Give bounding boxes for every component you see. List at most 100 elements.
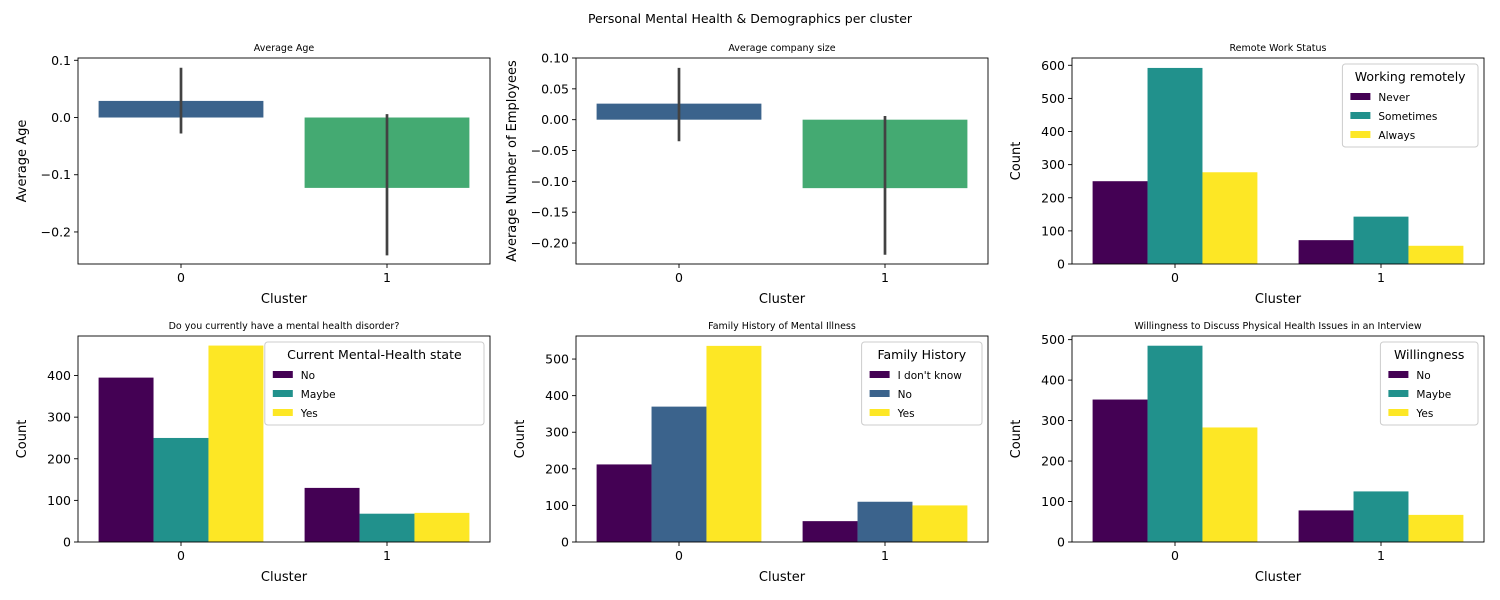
- y-tick-label: 400: [1041, 373, 1065, 388]
- y-axis-label: Count: [1009, 420, 1024, 459]
- y-tick-label: 200: [1041, 454, 1065, 469]
- bar: [1353, 491, 1409, 542]
- x-tick-label: 0: [1171, 270, 1179, 285]
- y-tick-label: 0: [1057, 535, 1065, 550]
- x-axis-label: Cluster: [261, 292, 308, 307]
- bar: [706, 345, 762, 542]
- bar: [857, 501, 913, 542]
- bar: [1147, 67, 1203, 264]
- chart-panel-1: Average company size 0.10 0.05 0.00 −0.05 −0.…: [505, 43, 989, 307]
- bar: [208, 345, 264, 542]
- axes-frame: [1071, 57, 1485, 265]
- legend-entry: Always: [1378, 130, 1415, 142]
- y-axis-label: Average Number of Employees: [505, 60, 520, 262]
- legend-swatch: [1388, 409, 1409, 416]
- bar: [359, 513, 415, 542]
- y-tick-label: 500: [1041, 91, 1065, 106]
- y-axis-label: Count: [1009, 142, 1024, 181]
- panel-title: Average company size: [728, 43, 835, 54]
- legend-entry: I don't know: [898, 370, 963, 382]
- legend: Working remotely Never Sometimes Always: [1341, 63, 1479, 148]
- bar: [1298, 510, 1354, 542]
- axes-frame: [77, 57, 491, 265]
- chart-panel-5: Willingness to Discuss Physical Health I…: [1009, 321, 1485, 585]
- y-tick-label: −0.2: [41, 224, 71, 239]
- y-tick-label: 400: [1041, 124, 1065, 139]
- y-tick-label: 300: [1041, 413, 1065, 428]
- bar: [1147, 345, 1203, 542]
- y-tick-label: 300: [47, 410, 71, 425]
- y-tick-label: −0.20: [531, 236, 569, 251]
- x-tick-label: 1: [1377, 270, 1385, 285]
- x-tick-label: 0: [177, 548, 185, 563]
- y-tick-label: −0.10: [531, 174, 569, 189]
- y-tick-label: 300: [545, 425, 569, 440]
- legend-frame: [1341, 63, 1479, 148]
- y-axis-label: Count: [513, 420, 528, 459]
- x-tick-label: 0: [177, 270, 185, 285]
- chart-panel-4: Family History of Mental Illness 0 100 200 3…: [513, 321, 989, 585]
- chart-panel-3: Do you currently have a mental health di…: [15, 321, 491, 585]
- y-tick-label: 0.05: [541, 81, 569, 96]
- legend-swatch: [1388, 390, 1409, 397]
- legend-entry: Never: [1378, 92, 1410, 104]
- y-tick-label: 200: [47, 451, 71, 466]
- legend-entry: Sometimes: [1378, 111, 1437, 123]
- y-tick-label: −0.1: [41, 167, 71, 182]
- panel-title: Remote Work Status: [1229, 43, 1326, 54]
- bar: [1408, 514, 1464, 542]
- legend-entry: No: [898, 389, 912, 401]
- y-tick-label: 0.10: [541, 51, 569, 66]
- legend-entry: Maybe: [301, 389, 336, 401]
- legend-frame: [264, 341, 485, 426]
- legend-swatch: [1350, 112, 1371, 119]
- y-tick-label: 400: [47, 368, 71, 383]
- axes-frame: [1071, 335, 1485, 543]
- legend-title: Family History: [877, 347, 966, 362]
- x-axis-label: Cluster: [1255, 570, 1302, 585]
- y-tick-label: 100: [1041, 494, 1065, 509]
- bar: [1092, 181, 1148, 264]
- bar: [1202, 427, 1258, 542]
- legend-frame: [1379, 341, 1479, 426]
- y-tick-label: 600: [1041, 58, 1065, 73]
- y-axis-label: Count: [15, 420, 30, 459]
- legend-swatch: [272, 390, 293, 397]
- legend-swatch: [869, 390, 890, 397]
- legend-entry: No: [1416, 370, 1430, 382]
- panel-title: Do you currently have a mental health di…: [169, 321, 400, 332]
- y-tick-label: 0: [63, 535, 71, 550]
- bar: [1408, 245, 1464, 264]
- y-tick-label: 0.1: [51, 53, 71, 68]
- legend-title: Willingness: [1394, 347, 1464, 362]
- x-axis-label: Cluster: [759, 570, 806, 585]
- bar: [98, 377, 154, 542]
- y-tick-label: 200: [1041, 190, 1065, 205]
- x-tick-label: 1: [383, 548, 391, 563]
- x-axis-label: Cluster: [1255, 292, 1302, 307]
- y-tick-label: 100: [1041, 223, 1065, 238]
- x-axis-label: Cluster: [261, 570, 308, 585]
- x-tick-label: 1: [881, 270, 889, 285]
- legend-title: Working remotely: [1355, 69, 1466, 84]
- legend-entry: Yes: [1415, 408, 1433, 420]
- y-tick-label: 500: [545, 352, 569, 367]
- chart-panel-2: Remote Work Status 0 100 200 300 400 500 600 0 1 C…: [1009, 43, 1485, 307]
- legend-swatch: [272, 409, 293, 416]
- legend-swatch: [869, 409, 890, 416]
- y-tick-label: −0.15: [531, 205, 569, 220]
- bar: [912, 505, 968, 542]
- y-tick-label: 100: [545, 498, 569, 513]
- panel-title: Average Age: [254, 43, 315, 54]
- legend-title: Current Mental-Health state: [287, 347, 462, 362]
- x-tick-label: 1: [881, 548, 889, 563]
- legend-entry: No: [301, 370, 315, 382]
- bar: [1353, 216, 1409, 264]
- bar: [1092, 399, 1148, 542]
- x-tick-label: 0: [675, 548, 683, 563]
- legend-entry: Yes: [897, 408, 915, 420]
- bar: [651, 406, 707, 542]
- legend-swatch: [869, 371, 890, 378]
